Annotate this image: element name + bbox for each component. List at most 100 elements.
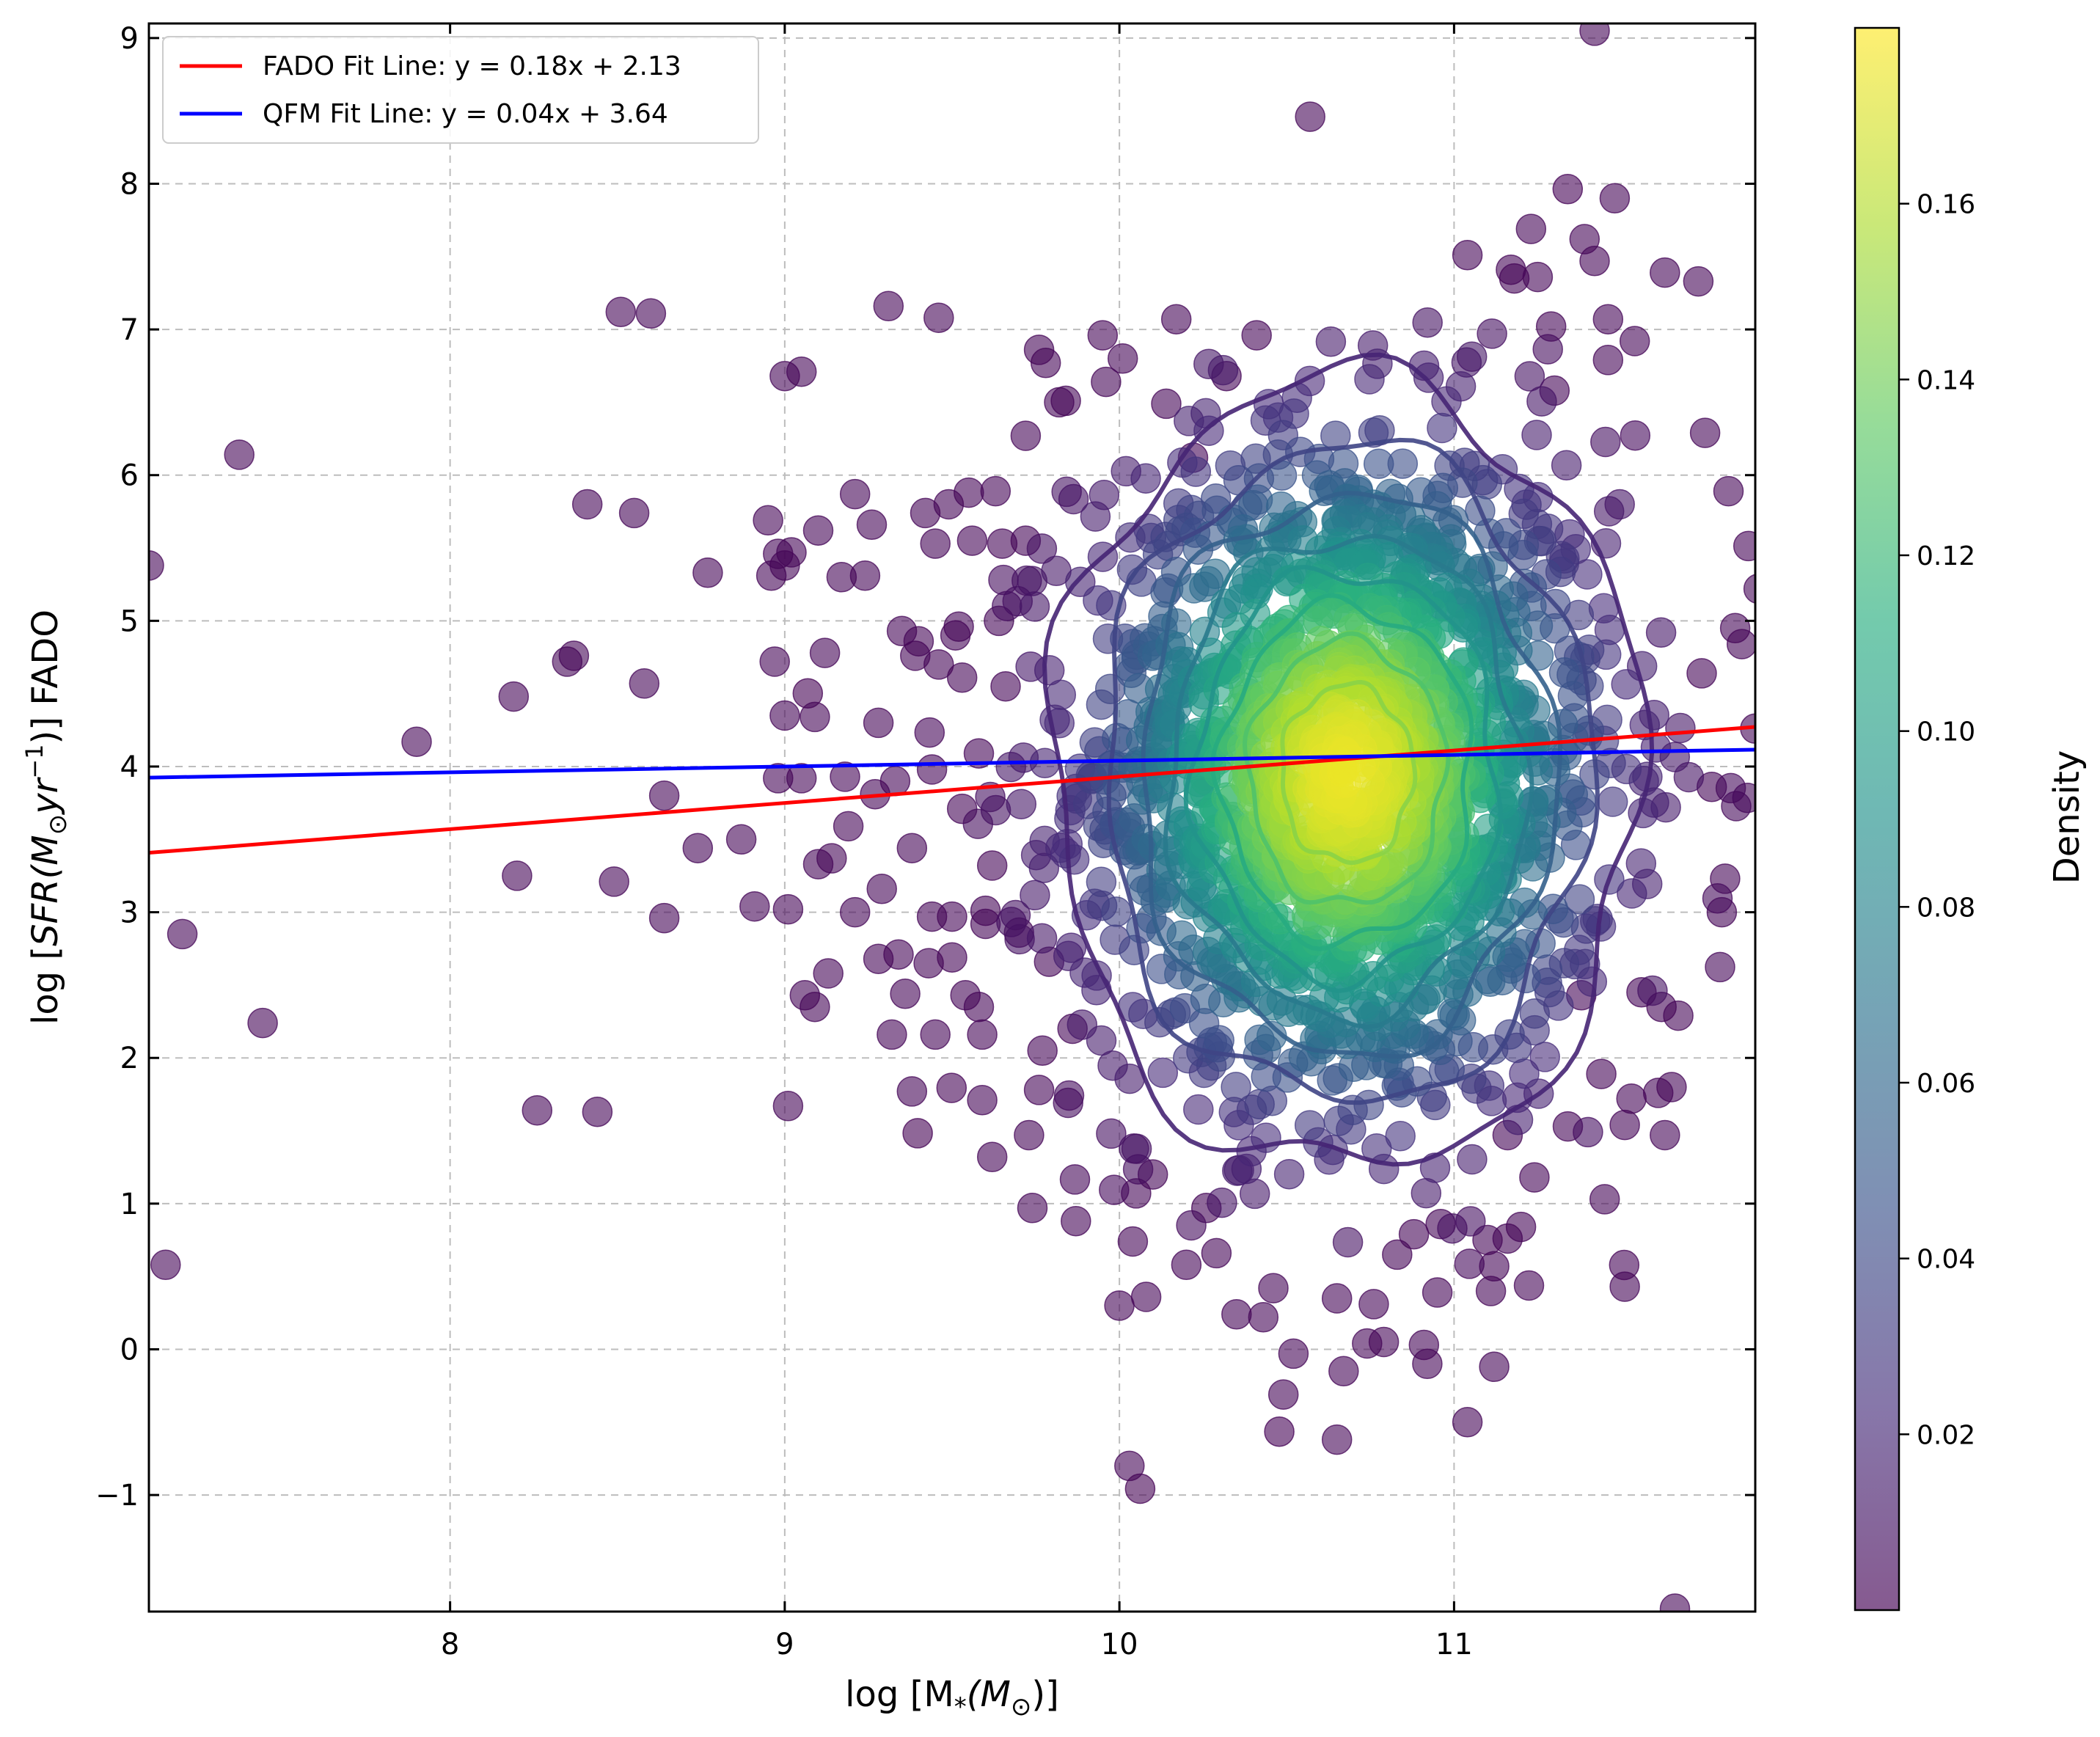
y-tick-label: 6 (120, 459, 139, 493)
axis-ticks: 8 9 10 11 −1 0 1 2 3 4 5 6 7 8 9 (95, 22, 1755, 1661)
data-point (866, 874, 897, 904)
data-point (618, 497, 650, 529)
data-point (1437, 1213, 1468, 1244)
data-point (1101, 896, 1132, 927)
y-tick-label: 1 (120, 1188, 139, 1221)
data-point (1104, 1290, 1135, 1321)
y-tick-label: 0 (120, 1333, 139, 1367)
legend-label-qfm: QFM Fit Line: y = 0.04x + 3.64 (263, 99, 668, 129)
data-point (802, 515, 834, 546)
data-point (830, 761, 860, 792)
y-tick-label: 3 (120, 896, 139, 930)
data-point (1315, 326, 1347, 357)
data-point (759, 646, 790, 677)
data-point (1183, 1094, 1214, 1125)
data-point (1519, 1162, 1550, 1193)
data-point (1589, 1184, 1620, 1215)
data-point (648, 902, 680, 934)
colorbar-title: Density (2046, 750, 2088, 884)
data-point (1026, 533, 1058, 564)
data-point (976, 1141, 1008, 1173)
data-point (877, 1019, 907, 1050)
y-tick-label: 4 (120, 750, 139, 784)
data-point (937, 901, 967, 932)
data-point (1328, 1356, 1359, 1387)
data-point (956, 525, 988, 556)
data-point (943, 611, 974, 643)
data-point (1452, 1407, 1483, 1438)
data-point (1592, 304, 1624, 334)
contour-line (1042, 352, 1655, 1167)
y-tick-label: 7 (120, 313, 139, 347)
data-point (920, 1019, 951, 1050)
data-point (648, 780, 680, 811)
data-point (873, 290, 904, 322)
colorbar-tick-label: 0.08 (1917, 893, 1975, 923)
data-point (1099, 1174, 1130, 1205)
data-point (839, 478, 871, 510)
data-point (896, 1076, 928, 1107)
data-point (1508, 498, 1540, 530)
data-point (739, 891, 770, 922)
data-point (1086, 866, 1117, 898)
data-point (954, 477, 984, 508)
data-point (1726, 629, 1755, 659)
data-point (902, 1118, 933, 1149)
data-point (1452, 240, 1483, 271)
data-point (809, 637, 841, 668)
data-point (776, 537, 807, 568)
x-tick-label: 8 (441, 1628, 459, 1661)
data-point (1201, 1237, 1232, 1269)
data-point (1599, 183, 1631, 214)
y-tick-label: 5 (120, 604, 139, 638)
data-point (879, 766, 911, 797)
data-point (1027, 1035, 1058, 1067)
data-point (1160, 304, 1192, 334)
data-point (1385, 1121, 1416, 1152)
y-axis-title-part: SFR (25, 879, 66, 946)
legend: FADO Fit Line: y = 0.18x + 2.13 QFM Fit … (162, 36, 759, 144)
data-point (769, 700, 800, 731)
data-point (1080, 501, 1111, 532)
data-point (1354, 364, 1385, 395)
colorbar-tick-label: 0.06 (1917, 1069, 1975, 1099)
data-point (1548, 657, 1580, 688)
data-point (1663, 1000, 1694, 1031)
data-point (682, 833, 714, 863)
data-point (1019, 591, 1050, 622)
data-point (1207, 1187, 1237, 1218)
data-point (1091, 366, 1122, 398)
data-point (1176, 1210, 1207, 1241)
data-point (1117, 1226, 1149, 1257)
data-point (916, 754, 948, 785)
data-point (1509, 1058, 1540, 1089)
data-point (816, 843, 847, 874)
data-point (224, 439, 255, 470)
data-point (1619, 326, 1650, 356)
data-point (1733, 530, 1755, 562)
data-point (946, 662, 978, 693)
data-point (1479, 1351, 1510, 1383)
data-point (1705, 951, 1735, 983)
data-point (1114, 1450, 1145, 1482)
data-point (1477, 318, 1507, 349)
data-point (800, 701, 830, 733)
data-point (896, 833, 928, 863)
data-point (1413, 362, 1444, 393)
data-point (890, 979, 921, 1009)
colorbar-gradient (1855, 28, 1899, 1610)
data-point (1086, 1025, 1117, 1056)
legend-label-fado: FADO Fit Line: y = 0.18x + 2.13 (263, 51, 681, 81)
data-point (1659, 1593, 1691, 1612)
data-point (1650, 1119, 1680, 1151)
data-point (1609, 1109, 1640, 1141)
data-point (558, 640, 590, 671)
data-point (980, 794, 1011, 826)
data-point (1329, 753, 1360, 785)
data-point (1258, 1273, 1289, 1303)
data-point (1686, 658, 1717, 689)
data-point (923, 649, 954, 680)
data-point (1000, 899, 1031, 931)
data-point (1058, 844, 1090, 875)
data-point (1278, 1338, 1309, 1370)
